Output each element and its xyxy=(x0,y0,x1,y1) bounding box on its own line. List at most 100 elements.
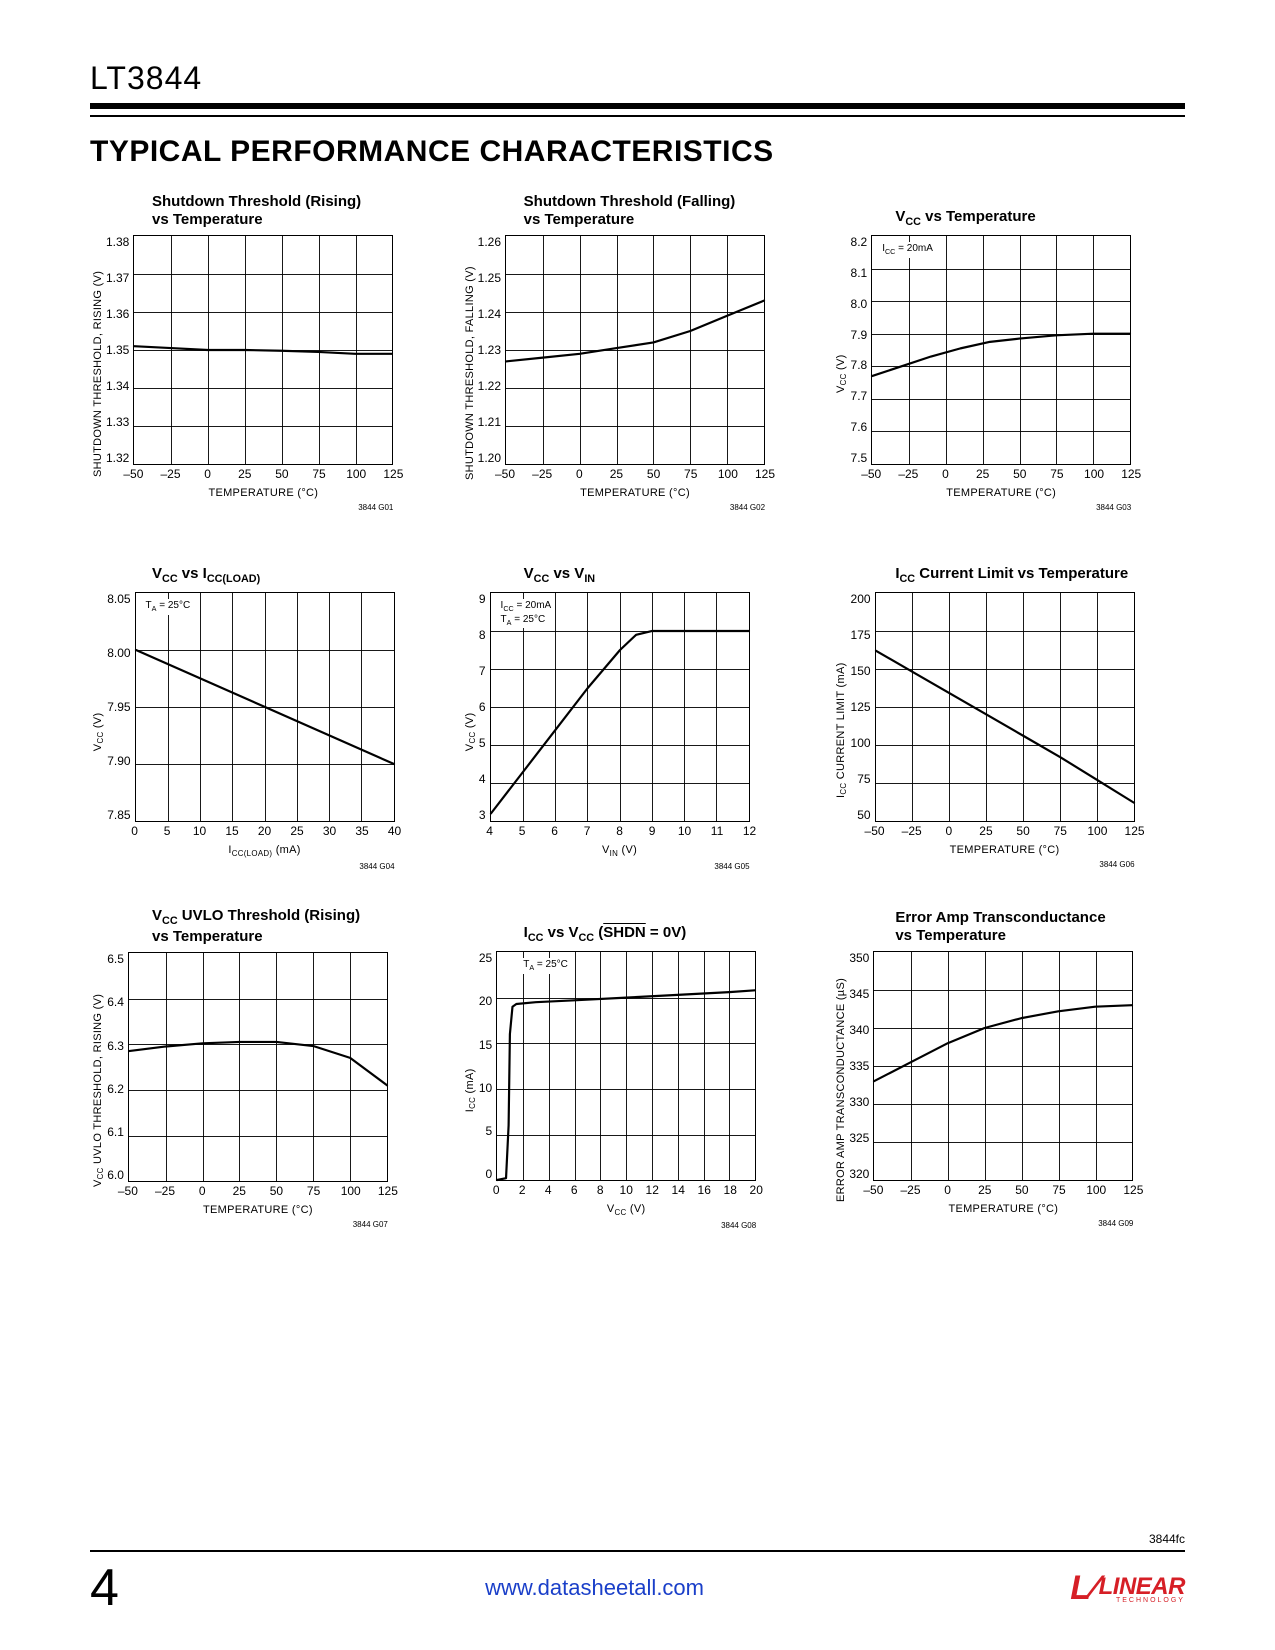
y-tick: 7.8 xyxy=(851,358,868,372)
chart-6: ICC Current Limit vs Temperature ICC CURR… xyxy=(833,548,1185,871)
x-axis-label: VIN (V) xyxy=(490,844,750,858)
y-tick: 1.26 xyxy=(478,235,501,249)
x-axis-label: ICC(LOAD) (mA) xyxy=(135,844,395,858)
y-tick: 1.38 xyxy=(106,235,129,249)
x-tick: 75 xyxy=(1052,1183,1065,1197)
curve-svg xyxy=(497,952,755,1180)
x-tick: 10 xyxy=(620,1183,633,1197)
y-tick: 5 xyxy=(486,1124,493,1138)
x-tick: 12 xyxy=(743,824,756,838)
y-tick: 325 xyxy=(849,1131,869,1145)
graph-code: 3844 G07 xyxy=(128,1220,388,1229)
y-tick: 8 xyxy=(479,628,486,642)
y-axis-label: VCC (V) xyxy=(833,235,850,512)
graph-code: 3844 G02 xyxy=(505,503,765,512)
curve-svg xyxy=(506,236,764,464)
y-axis-label: VCC UVLO THRESHOLD, RISING (V) xyxy=(90,952,107,1229)
x-tick: 30 xyxy=(323,824,336,838)
graph-code: 3844 G03 xyxy=(871,503,1131,512)
graph-code: 3844 G01 xyxy=(133,503,393,512)
graph-code: 3844 G04 xyxy=(135,862,395,871)
y-axis-label: SHUTDOWN THRESHOLD, RISING (V) xyxy=(90,235,106,512)
x-tick: 25 xyxy=(290,824,303,838)
plot-area xyxy=(505,235,765,465)
x-ticks: 02468101214161820 xyxy=(496,1183,756,1199)
data-curve xyxy=(129,1042,387,1085)
y-tick: 6.1 xyxy=(107,1125,124,1139)
divider-thin xyxy=(90,115,1185,117)
x-tick: 0 xyxy=(493,1183,500,1197)
plot-area xyxy=(133,235,393,465)
x-tick: 75 xyxy=(684,467,697,481)
curve-svg xyxy=(134,236,392,464)
data-curve xyxy=(872,334,1130,376)
y-axis-label: ICC (mA) xyxy=(462,951,479,1230)
x-axis-label: TEMPERATURE (°C) xyxy=(875,844,1135,856)
x-tick: 75 xyxy=(1050,467,1063,481)
plot-area xyxy=(873,951,1133,1181)
x-tick: 4 xyxy=(486,824,493,838)
x-tick: 5 xyxy=(164,824,171,838)
section-title: TYPICAL PERFORMANCE CHARACTERISTICS xyxy=(90,135,1185,169)
y-tick: 0 xyxy=(486,1167,493,1181)
chart-7: VCC UVLO Threshold (Rising)vs Temperatur… xyxy=(90,907,442,1230)
x-tick: 100 xyxy=(1084,467,1104,481)
x-ticks: –50–250255075100125 xyxy=(128,1184,388,1200)
x-tick: 0 xyxy=(204,467,211,481)
x-axis-label: TEMPERATURE (°C) xyxy=(871,487,1131,499)
plot-area: TA = 25°C xyxy=(135,592,395,822)
data-curve xyxy=(134,346,392,354)
x-tick: 25 xyxy=(238,467,251,481)
data-curve xyxy=(491,631,749,813)
y-tick: 8.00 xyxy=(107,646,130,660)
x-tick: 100 xyxy=(1087,824,1107,838)
x-tick: 12 xyxy=(646,1183,659,1197)
y-tick: 150 xyxy=(851,664,871,678)
x-tick: –25 xyxy=(155,1184,175,1198)
x-tick: –50 xyxy=(118,1184,138,1198)
y-axis-label: ICC CURRENT LIMIT (mA) xyxy=(833,592,850,869)
chart-8: ICC vs VCC (SHDN = 0V)ICC (mA)2520151050… xyxy=(462,907,814,1230)
x-tick: 125 xyxy=(1125,824,1145,838)
plot-area xyxy=(128,952,388,1182)
curve-svg xyxy=(872,236,1130,464)
chart-grid: Shutdown Threshold (Rising)vs Temperatur… xyxy=(90,191,1185,1230)
chart-title: VCC vs VIN xyxy=(524,548,814,586)
x-tick: –25 xyxy=(900,1183,920,1197)
x-tick: 100 xyxy=(346,467,366,481)
x-tick: 7 xyxy=(584,824,591,838)
y-tick: 25 xyxy=(479,951,492,965)
x-tick: 20 xyxy=(258,824,271,838)
logo-text: LINEAR xyxy=(1099,1573,1185,1600)
chart-annotation: TA = 25°C xyxy=(521,958,570,974)
y-ticks: 8.28.18.07.97.87.77.67.5 xyxy=(851,235,872,465)
y-tick: 345 xyxy=(849,987,869,1001)
y-tick: 6.2 xyxy=(107,1082,124,1096)
curve-svg xyxy=(136,593,394,821)
x-tick: 6 xyxy=(551,824,558,838)
y-ticks: 6.56.46.36.26.16.0 xyxy=(107,952,128,1182)
graph-code: 3844 G06 xyxy=(875,860,1135,869)
plot-area: ICC = 20mATA = 25°C xyxy=(490,592,750,822)
y-tick: 6.0 xyxy=(107,1168,124,1182)
y-tick: 1.35 xyxy=(106,343,129,357)
x-axis-label: TEMPERATURE (°C) xyxy=(505,487,765,499)
x-tick: 16 xyxy=(698,1183,711,1197)
graph-code: 3844 G08 xyxy=(496,1221,756,1230)
x-ticks: –50–250255075100125 xyxy=(871,467,1131,483)
chart-title: ICC vs VCC (SHDN = 0V) xyxy=(524,907,814,945)
y-tick: 1.32 xyxy=(106,451,129,465)
y-tick: 175 xyxy=(851,628,871,642)
x-tick: 18 xyxy=(724,1183,737,1197)
y-ticks: 2001751501251007550 xyxy=(851,592,875,822)
chart-title: ICC Current Limit vs Temperature xyxy=(895,548,1185,586)
chart-1: Shutdown Threshold (Rising)vs Temperatur… xyxy=(90,191,442,512)
x-tick: 100 xyxy=(341,1184,361,1198)
y-tick: 50 xyxy=(857,808,870,822)
x-tick: –50 xyxy=(863,1183,883,1197)
data-curve xyxy=(874,1005,1132,1081)
x-tick: 0 xyxy=(942,467,949,481)
y-ticks: 350345340335330325320 xyxy=(849,951,873,1181)
x-tick: 50 xyxy=(1013,467,1026,481)
chart-title: VCC vs ICC(LOAD) xyxy=(152,548,442,586)
